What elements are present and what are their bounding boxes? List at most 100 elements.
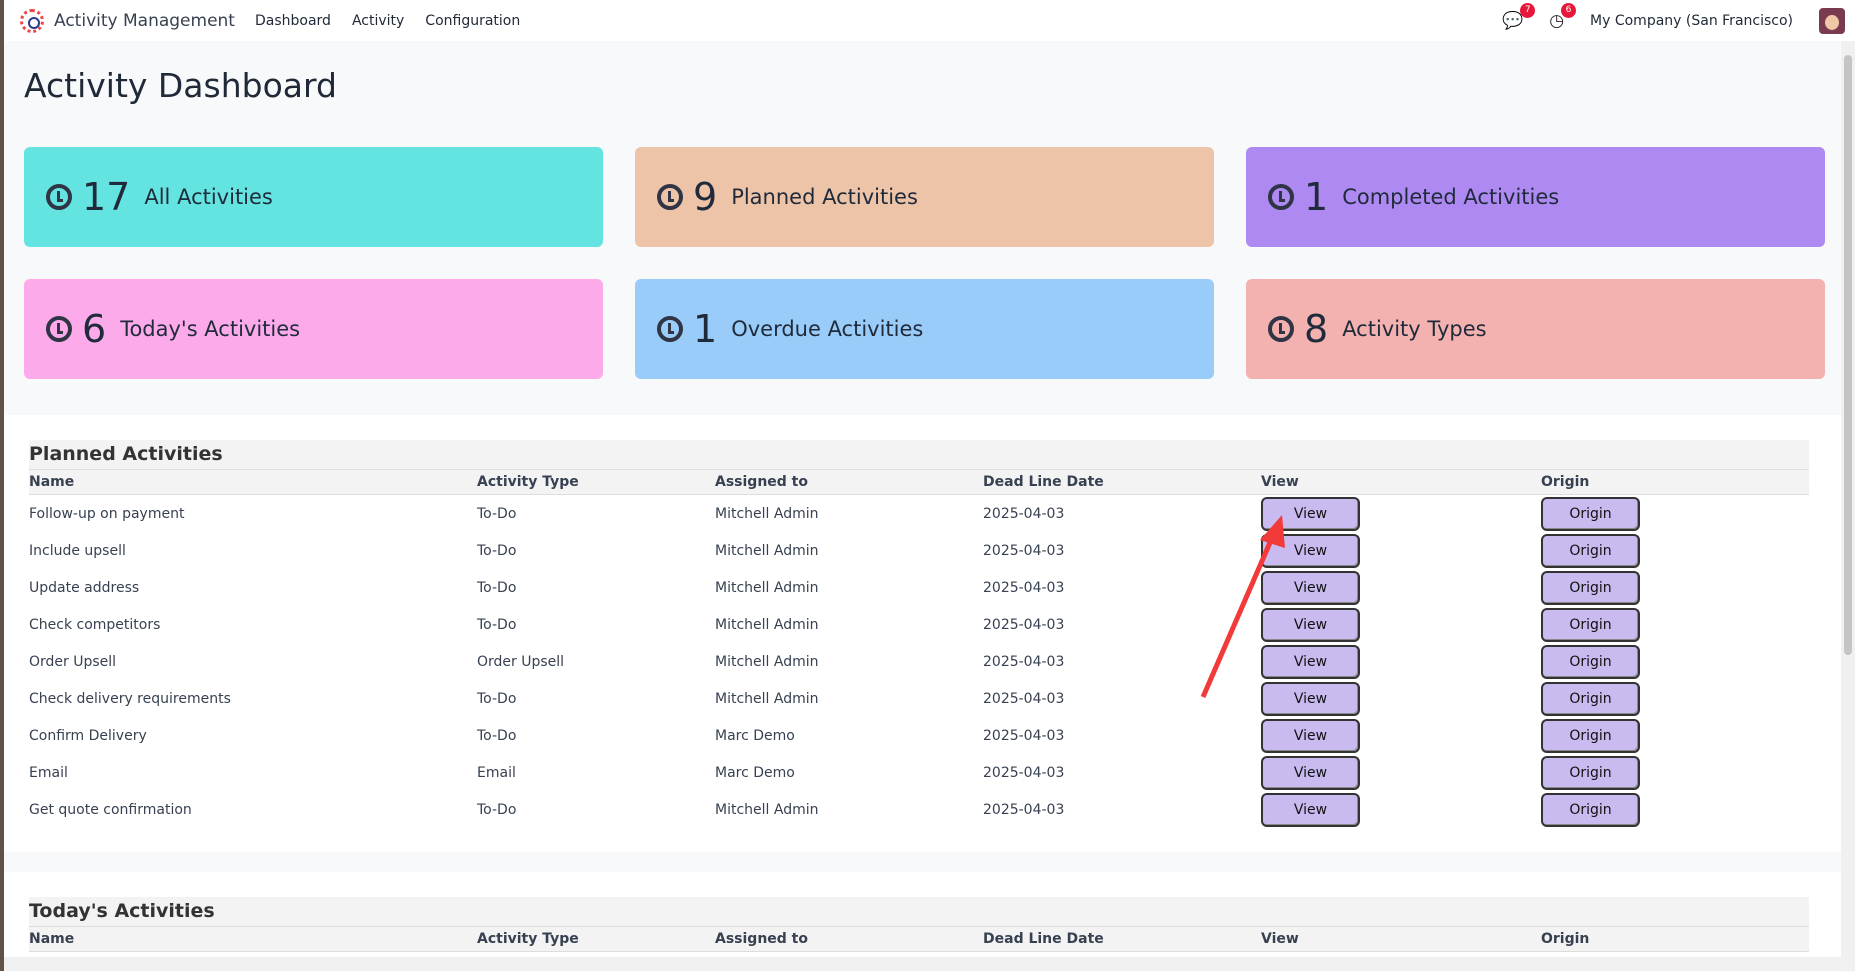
col-type: Activity Type	[477, 931, 579, 947]
stat-label: Planned Activities	[731, 185, 918, 209]
deadline: 2025-04-03	[983, 727, 1065, 744]
activity-type: To-Do	[477, 690, 517, 707]
origin-button[interactable]: Origin	[1541, 718, 1640, 753]
col-assigned: Assigned to	[715, 474, 808, 490]
deadline: 2025-04-03	[983, 801, 1065, 818]
view-button[interactable]: View	[1261, 718, 1360, 753]
stat-count: 9	[693, 175, 718, 219]
company-switcher[interactable]: My Company (San Francisco)	[1590, 12, 1793, 29]
messages-badge: 7	[1520, 2, 1536, 18]
view-button[interactable]: View	[1261, 607, 1360, 642]
stat-card[interactable]: 6 Today's Activities	[24, 279, 603, 379]
view-button[interactable]: View	[1261, 644, 1360, 679]
origin-button[interactable]: Origin	[1541, 496, 1640, 531]
col-view: View	[1261, 931, 1299, 947]
deadline: 2025-04-03	[983, 616, 1065, 633]
planned-title: Planned Activities	[29, 440, 1809, 470]
today-table: Today's Activities Name Activity Type As…	[29, 897, 1809, 952]
messages-button[interactable]: 💬 7	[1502, 2, 1536, 31]
col-deadline: Dead Line Date	[983, 474, 1104, 490]
activity-name: Get quote confirmation	[29, 801, 192, 818]
table-row: Check competitors To-Do Mitchell Admin 2025…	[29, 606, 1809, 643]
origin-button[interactable]: Origin	[1541, 644, 1640, 679]
col-name: Name	[29, 931, 75, 947]
activity-type: To-Do	[477, 542, 517, 559]
origin-button[interactable]: Origin	[1541, 607, 1640, 642]
clock-icon	[657, 316, 683, 342]
activities-badge: 6	[1561, 2, 1577, 18]
table-row: Order Upsell Order Upsell Mitchell Admin 20…	[29, 643, 1809, 680]
menu-activity[interactable]: Activity	[351, 12, 405, 29]
stat-label: All Activities	[144, 185, 273, 209]
col-type: Activity Type	[477, 474, 579, 490]
planned-table: Planned Activities Name Activity Type As…	[29, 440, 1809, 828]
origin-button[interactable]: Origin	[1541, 792, 1640, 827]
clock-icon: ◷	[1549, 10, 1565, 31]
assigned-to: Marc Demo	[715, 764, 795, 781]
deadline: 2025-04-03	[983, 690, 1065, 707]
menu-configuration[interactable]: Configuration	[425, 12, 521, 29]
activities-button[interactable]: ◷ 6	[1549, 2, 1577, 31]
clock-icon	[1268, 184, 1294, 210]
activity-name: Order Upsell	[29, 653, 117, 670]
activity-name: Update address	[29, 579, 140, 596]
user-avatar[interactable]	[1819, 7, 1845, 34]
origin-button[interactable]: Origin	[1541, 755, 1640, 790]
scroll-thumb[interactable]	[1844, 55, 1852, 655]
stat-card[interactable]: 1 Overdue Activities	[635, 279, 1214, 379]
origin-button[interactable]: Origin	[1541, 533, 1640, 568]
col-origin: Origin	[1541, 931, 1590, 947]
assigned-to: Mitchell Admin	[715, 801, 819, 818]
view-button[interactable]: View	[1261, 792, 1360, 827]
stat-card[interactable]: 17 All Activities	[24, 147, 603, 247]
table-header: Name Activity Type Assigned to Dead Line…	[29, 470, 1809, 494]
activity-name: Check delivery requirements	[29, 690, 231, 707]
table-row: Update address To-Do Mitchell Admin 2025-04…	[29, 569, 1809, 606]
table-row: Follow-up on payment To-Do Mitchell Admin 2…	[29, 495, 1809, 532]
stat-count: 17	[82, 175, 131, 219]
table-header: Name Activity Type Assigned to Dead Line…	[29, 927, 1809, 951]
assigned-to: Mitchell Admin	[715, 579, 819, 596]
col-assigned: Assigned to	[715, 931, 808, 947]
planned-section: Planned Activities Name Activity Type As…	[4, 415, 1841, 852]
deadline: 2025-04-03	[983, 764, 1065, 781]
view-button[interactable]: View	[1261, 570, 1360, 605]
col-deadline: Dead Line Date	[983, 931, 1104, 947]
today-title: Today's Activities	[29, 897, 1809, 927]
app-title[interactable]: Activity Management	[54, 10, 235, 31]
activity-name: Follow-up on payment	[29, 505, 185, 522]
assigned-to: Mitchell Admin	[715, 542, 819, 559]
menu-dashboard[interactable]: Dashboard	[254, 12, 331, 29]
stat-card[interactable]: 1 Completed Activities	[1246, 147, 1825, 247]
assigned-to: Marc Demo	[715, 727, 795, 744]
activity-name: Confirm Delivery	[29, 727, 147, 744]
origin-button[interactable]: Origin	[1541, 681, 1640, 716]
table-row: Include upsell To-Do Mitchell Admin 2025-04…	[29, 532, 1809, 569]
view-button[interactable]: View	[1261, 755, 1360, 790]
col-name: Name	[29, 474, 75, 490]
activity-name: Email	[29, 764, 68, 781]
activity-type: To-Do	[477, 616, 517, 633]
stat-label: Overdue Activities	[731, 317, 924, 341]
stat-card[interactable]: 8 Activity Types	[1246, 279, 1825, 379]
app-logo-icon[interactable]	[20, 8, 44, 33]
stat-card[interactable]: 9 Planned Activities	[635, 147, 1214, 247]
origin-button[interactable]: Origin	[1541, 570, 1640, 605]
page-title: Activity Dashboard	[24, 66, 337, 105]
activity-type: Order Upsell	[477, 653, 565, 670]
top-navbar: Activity Management Dashboard Activity C…	[4, 0, 1855, 41]
today-section: Today's Activities Name Activity Type As…	[4, 872, 1841, 972]
clock-icon	[657, 184, 683, 210]
deadline: 2025-04-03	[983, 653, 1065, 670]
chat-icon: 💬	[1502, 10, 1524, 31]
table-row: Email Email Marc Demo 2025-04-03 View Origin	[29, 754, 1809, 791]
stat-count: 8	[1304, 307, 1329, 351]
horizontal-scrollbar[interactable]	[4, 957, 1855, 971]
view-button[interactable]: View	[1261, 681, 1360, 716]
clock-icon	[46, 316, 72, 342]
clock-icon	[1268, 316, 1294, 342]
activity-type: To-Do	[477, 727, 517, 744]
vertical-scrollbar[interactable]	[1841, 41, 1855, 957]
activity-type: To-Do	[477, 579, 517, 596]
